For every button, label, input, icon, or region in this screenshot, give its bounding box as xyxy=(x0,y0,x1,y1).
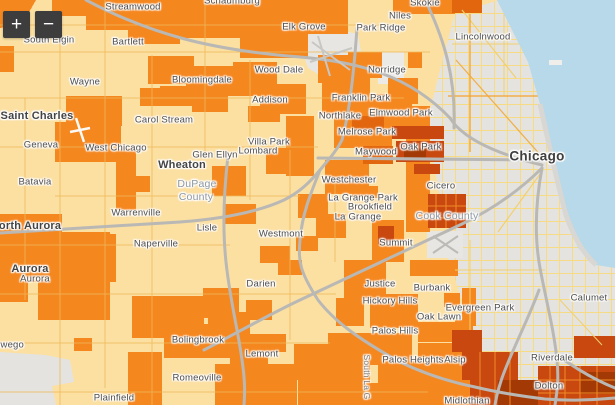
map-label-addison: Addison xyxy=(252,94,288,106)
map-label-west-chicago: West Chicago xyxy=(85,142,147,154)
map-label-franklin-park: Franklin Park xyxy=(331,92,391,104)
map-label-burbank: Burbank xyxy=(413,282,451,294)
map-label-wheaton: Wheaton xyxy=(158,159,206,171)
map-label-bartlett: Bartlett xyxy=(112,36,144,48)
map-label-evergreen-park: Evergreen Park xyxy=(445,302,515,314)
map-label-lemont: Lemont xyxy=(245,348,279,360)
map-label-oswego: Oswego xyxy=(0,339,25,351)
map-label-romeoville: Romeoville xyxy=(172,372,222,384)
map-label-skokie: Skokie xyxy=(410,0,440,9)
map-label-cicero: Cicero xyxy=(426,180,456,192)
map-label-carol-stream: Carol Stream xyxy=(134,114,194,126)
map-label-cook-county: Cook County xyxy=(415,210,479,222)
map-label-north-aurora: North Aurora xyxy=(0,220,62,232)
map-label-midlothian: Midlothian xyxy=(444,395,490,405)
map-label-south-la-grange-road: South La G xyxy=(362,354,372,400)
map-label-oak-park: Oak Park xyxy=(400,141,442,153)
choropleth-medium-patches xyxy=(0,0,476,405)
map-label-hickory-hills: Hickory Hills xyxy=(362,295,418,307)
map-label-bolingbrook: Bolingbrook xyxy=(171,334,225,346)
map-label-chicago: Chicago xyxy=(509,148,565,164)
map-label-streamwood: Streamwood xyxy=(105,1,161,13)
map-label-westchester: Westchester xyxy=(321,174,377,186)
dark-block-street-lines xyxy=(428,194,615,405)
map-label-maywood: Maywood xyxy=(354,146,398,158)
map-label-la-grange-park: La Grange Park xyxy=(328,192,398,204)
map-label-northlake: Northlake xyxy=(318,110,362,122)
map-label-justice: Justice xyxy=(364,278,396,290)
map-label-elmwood-park: Elmwood Park xyxy=(369,107,433,119)
map-label-elk-grove: Elk Grove xyxy=(282,21,326,33)
map-label-geneva: Geneva xyxy=(23,139,59,151)
map-label-norridge: Norridge xyxy=(367,64,407,76)
airport-markings xyxy=(69,35,459,254)
map-label-dupage-county-line1: DuPage xyxy=(177,178,217,190)
map-label-wood-dale: Wood Dale xyxy=(254,64,304,76)
map-label-darien: Darien xyxy=(246,278,276,290)
map-label-villa-park: Villa Park xyxy=(248,136,290,148)
map-label-calumet: Calumet xyxy=(570,292,608,304)
map-label-oak-lawn: Oak Lawn xyxy=(416,311,462,323)
map-label-brookfield: Brookfield xyxy=(347,201,393,213)
map-label-melrose-park: Melrose Park xyxy=(337,126,397,138)
map-label-south-elgin: South Elgin xyxy=(23,34,75,46)
city-arterials xyxy=(448,2,603,346)
map-label-wayne: Wayne xyxy=(69,76,101,88)
map-label-park-ridge: Park Ridge xyxy=(356,22,406,34)
lakeshore-band xyxy=(537,103,598,267)
zoom-out-button[interactable]: − xyxy=(35,11,62,38)
lake-michigan xyxy=(497,0,615,268)
map-label-palos-heights: Palos Heights xyxy=(382,354,444,366)
map-label-plainfield: Plainfield xyxy=(93,392,135,404)
map-label-aurora-township: Aurora xyxy=(20,273,50,285)
map-label-lombard: Lombard xyxy=(238,145,278,157)
map-label-palos-hills: Palos Hills xyxy=(371,325,419,337)
map-label-lincolnwood: Lincolnwood xyxy=(455,31,511,43)
map-label-dupage-county-line2: County xyxy=(178,191,214,203)
map-label-warrenville: Warrenville xyxy=(111,207,161,219)
map-label-dolton: Dolton xyxy=(534,380,564,392)
map-label-westmont: Westmont xyxy=(258,228,304,240)
map-label-lisle: Lisle xyxy=(196,222,218,234)
suburban-roads xyxy=(0,0,430,405)
map-label-niles: Niles xyxy=(388,10,412,22)
map-label-glen-ellyn: Glen Ellyn xyxy=(192,149,238,161)
map-label-schaumburg: Schaumburg xyxy=(204,0,260,7)
map-label-batavia: Batavia xyxy=(18,176,52,188)
map-label-naperville: Naperville xyxy=(133,238,179,250)
navy-pier xyxy=(549,60,562,65)
map-label-aurora: Aurora xyxy=(11,263,49,275)
map-label-alsip: Alsip xyxy=(444,354,466,366)
map-label-saint-charles: Saint Charles xyxy=(0,110,74,122)
map-label-riverdale: Riverdale xyxy=(531,352,573,364)
zoom-in-button[interactable]: + xyxy=(3,11,30,38)
map-label-la-grange: La Grange xyxy=(334,211,382,223)
map-label-summit: Summit xyxy=(379,237,413,249)
map-label-bloomingdale: Bloomingdale xyxy=(172,74,232,86)
